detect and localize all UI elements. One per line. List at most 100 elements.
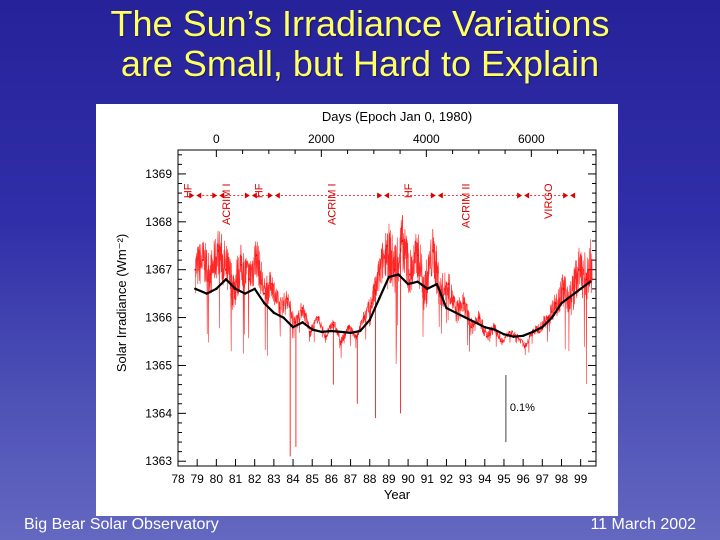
smoothed-data-point [301, 321, 304, 324]
daily-data-point [547, 316, 549, 319]
x-tick-label: 81 [229, 472, 243, 486]
daily-data-point [485, 335, 488, 338]
smoothed-data-point [243, 292, 247, 295]
x-tick-label: 96 [516, 472, 530, 486]
x-tick-label: 89 [382, 472, 396, 486]
smoothed-data-point [194, 287, 197, 291]
daily-noise-line [195, 214, 593, 385]
x-tick-label: 85 [306, 472, 320, 486]
x-tick-label: 82 [248, 472, 262, 486]
smoothed-data-point [282, 316, 285, 319]
smoothed-data-point [426, 287, 429, 291]
daily-data-point [432, 249, 434, 252]
title-line-2: are Small, but Hard to Explain [120, 43, 600, 84]
daily-data-point [386, 244, 388, 247]
daily-data-point [248, 278, 250, 281]
x-tick-label: 97 [536, 472, 550, 486]
daily-data-point [301, 307, 304, 309]
smoothed-data-point [493, 328, 496, 331]
smoothed-data-point [474, 321, 477, 324]
x-tick-label: 94 [478, 472, 492, 486]
smoothed-data-point [263, 302, 266, 305]
y-tick-label: 1366 [145, 311, 172, 325]
smoothed-data-point [589, 280, 592, 283]
smoothed-data-point [512, 335, 515, 338]
daily-data-point [324, 335, 327, 338]
smoothed-data-point [531, 330, 534, 334]
footer-date: 11 March 2002 [590, 516, 696, 533]
daily-data-point [462, 302, 465, 305]
smoothed-data-point [253, 287, 256, 291]
daily-data-point [554, 302, 557, 305]
smoothed-data-point [569, 294, 573, 298]
y-tick-label: 1365 [145, 358, 172, 372]
y-tick-label: 1367 [145, 263, 172, 277]
daily-data-point [347, 326, 350, 329]
daily-data-point [570, 297, 572, 300]
daily-data-point [524, 345, 526, 348]
smoothed-data-point [464, 316, 467, 319]
instrument-boundary-arrows [244, 192, 257, 199]
daily-data-point [591, 259, 594, 262]
smoothed-data-point [541, 325, 544, 329]
x-tick-label: 93 [459, 472, 473, 486]
smoothed-data-point [272, 311, 276, 314]
x-tick-label: 80 [210, 472, 224, 486]
daily-data-point [240, 264, 243, 266]
scale-bar-label: 0.1% [510, 402, 535, 414]
x-tick-label: 83 [267, 472, 281, 486]
x2-tick-label: 6000 [518, 132, 545, 146]
instrument-label: ACRIM I [326, 183, 338, 225]
daily-data-point [309, 331, 312, 333]
daily-data-point [447, 283, 450, 285]
x-tick-label: 98 [555, 472, 569, 486]
irradiance-chart: 1363 1364 1365 1366 1367 1368 1369 78 79 80 81 82 83… [114, 109, 597, 502]
x-tick-label: 99 [574, 472, 588, 486]
x-tick-label: 95 [497, 472, 511, 486]
smoothed-data-point [521, 334, 525, 337]
daily-data-point [217, 249, 220, 252]
smoothed-data-point [330, 329, 333, 333]
x-tick-label: 92 [440, 472, 454, 486]
y-tick-label: 1368 [145, 215, 172, 229]
daily-data-point [378, 273, 381, 276]
x-tick-label: 79 [190, 472, 204, 486]
smoothed-data-point [579, 287, 582, 291]
x-tick-label: 91 [421, 472, 435, 486]
instrument-boundary-arrows [189, 192, 202, 199]
smoothed-data-point [291, 325, 295, 329]
daily-data-point [393, 268, 396, 271]
daily-data-point [401, 240, 404, 242]
x-tick-label: 90 [401, 472, 415, 486]
instrument-boundary-arrows [267, 192, 280, 199]
daily-data-point [370, 302, 373, 305]
daily-data-point [363, 316, 365, 319]
daily-data-point [194, 268, 197, 271]
smoothed-data-point [397, 273, 400, 276]
smoothed-data-point [205, 292, 208, 295]
y-tick-label: 1369 [145, 167, 172, 181]
instrument-boundary-arrows [377, 192, 390, 199]
daily-data-point [478, 316, 480, 319]
smoothed-data-point [550, 316, 554, 319]
instrument-boundary-arrows [563, 192, 576, 199]
smoothed-data-point [378, 297, 381, 300]
daily-data-point [493, 326, 496, 329]
daily-data-point [255, 254, 258, 257]
daily-data-point [508, 331, 511, 333]
instrument-label: ACRIM II [461, 183, 473, 228]
daily-data-point [209, 273, 212, 276]
instrument-label: HF [403, 183, 415, 198]
plot-frame [177, 149, 597, 467]
daily-data-point [577, 268, 580, 271]
x2-tick-label: 2000 [308, 132, 335, 146]
smoothed-data-point [502, 333, 506, 336]
smoothed-data-point [416, 280, 419, 283]
instrument-boundary-arrows [212, 192, 225, 199]
smoothed-data-point [406, 282, 410, 286]
x-axis-label: Year [384, 487, 411, 502]
smoothed-data-point [387, 275, 391, 279]
y-tick-label: 1363 [145, 454, 172, 468]
smoothed-data-point [368, 318, 371, 322]
instrument-boundary-arrows [517, 192, 530, 199]
